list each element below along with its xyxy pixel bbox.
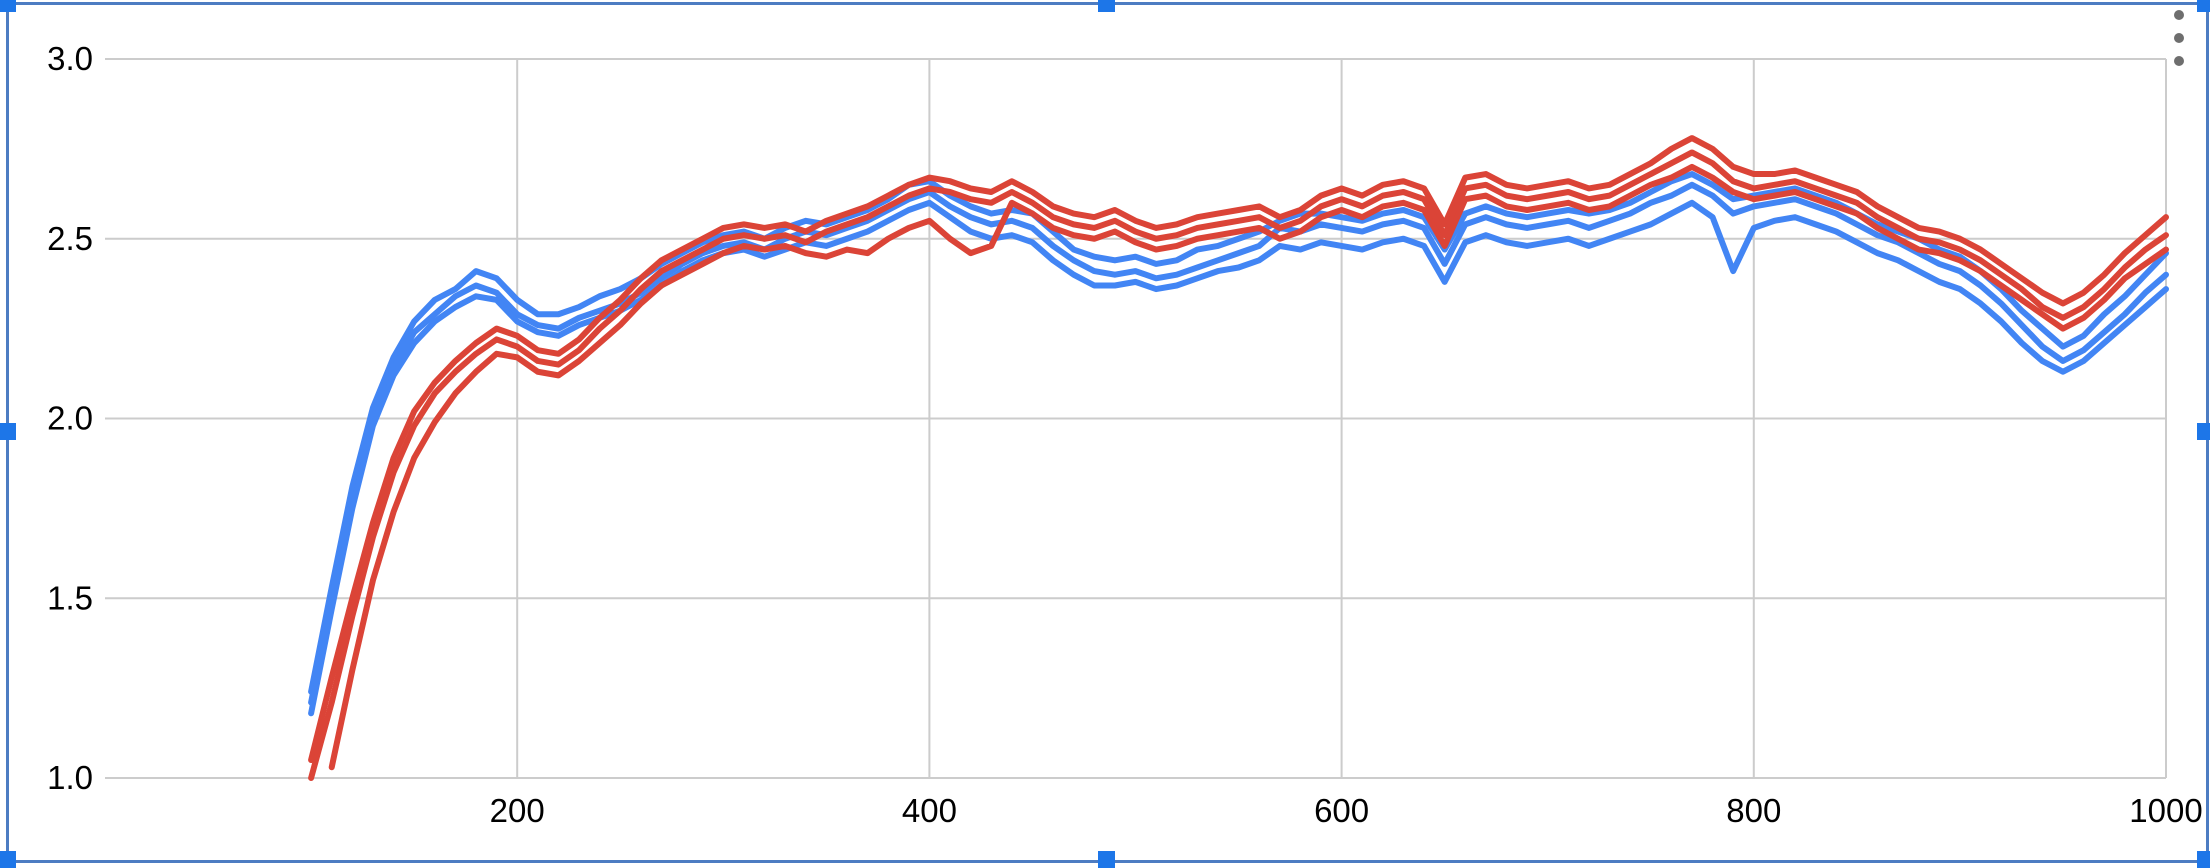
y-axis-tick-label: 1.0: [47, 759, 93, 796]
menu-dot: [2174, 56, 2184, 66]
menu-dot: [2174, 10, 2184, 20]
y-axis-tick-label: 2.5: [47, 220, 93, 257]
gridlines: [105, 58, 2167, 779]
y-axis-tick-label: 1.5: [47, 579, 93, 616]
selection-handle-bottom-middle[interactable]: [1098, 851, 1115, 868]
series-line-blue-3: [308, 199, 2169, 717]
series-line-red-3: [328, 163, 2169, 771]
selection-handle-top-left[interactable]: [0, 0, 16, 12]
axis-tick-labels: 200 400 600 800 1000 1.0 1.5 2.0 2.5 3.0: [47, 40, 2203, 829]
selection-handle-middle-right[interactable]: [2197, 423, 2210, 440]
menu-dot: [2174, 33, 2184, 43]
series-line-red-1: [308, 135, 2169, 764]
selection-handle-bottom-right[interactable]: [2197, 851, 2210, 868]
chart-options-menu-icon[interactable]: [2165, 10, 2193, 66]
y-axis-tick-label: 2.0: [47, 400, 93, 437]
x-axis-tick-label: 1000: [2129, 792, 2202, 829]
selection-handle-top-middle[interactable]: [1098, 0, 1115, 12]
selection-handle-bottom-left[interactable]: [0, 851, 16, 868]
selection-handle-middle-left[interactable]: [0, 423, 16, 440]
selection-handle-top-right[interactable]: [2197, 0, 2210, 12]
y-axis-tick-label: 3.0: [47, 40, 93, 77]
x-axis-tick-label: 800: [1726, 792, 1781, 829]
x-axis-tick-label: 200: [490, 792, 545, 829]
series-line-red-2: [308, 149, 2169, 781]
series-line-blue-2: [308, 181, 2169, 706]
x-axis-tick-label: 400: [902, 792, 957, 829]
series-lines: [308, 135, 2169, 781]
x-axis-tick-label: 600: [1314, 792, 1369, 829]
